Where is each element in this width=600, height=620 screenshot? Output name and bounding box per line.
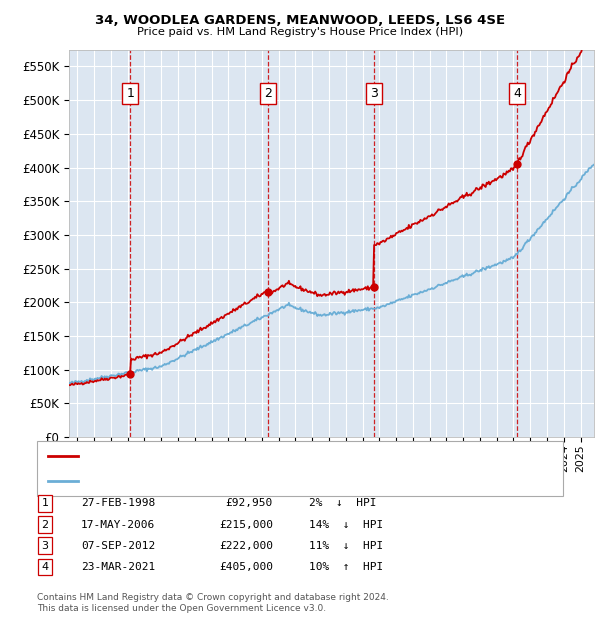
Text: 3: 3 bbox=[41, 541, 49, 551]
Text: 2: 2 bbox=[41, 520, 49, 529]
Text: 1: 1 bbox=[126, 87, 134, 100]
Text: £405,000: £405,000 bbox=[219, 562, 273, 572]
Text: 34, WOODLEA GARDENS, MEANWOOD, LEEDS, LS6 4SE (detached house): 34, WOODLEA GARDENS, MEANWOOD, LEEDS, LS… bbox=[84, 451, 467, 461]
Text: 2: 2 bbox=[265, 87, 272, 100]
Text: 4: 4 bbox=[41, 562, 49, 572]
Text: £222,000: £222,000 bbox=[219, 541, 273, 551]
Text: 14%  ↓  HPI: 14% ↓ HPI bbox=[309, 520, 383, 529]
Text: Contains HM Land Registry data © Crown copyright and database right 2024.
This d: Contains HM Land Registry data © Crown c… bbox=[37, 593, 389, 613]
Text: 4: 4 bbox=[514, 87, 521, 100]
Text: 17-MAY-2006: 17-MAY-2006 bbox=[81, 520, 155, 529]
Text: 3: 3 bbox=[370, 87, 378, 100]
Text: £92,950: £92,950 bbox=[226, 498, 273, 508]
Text: 2%  ↓  HPI: 2% ↓ HPI bbox=[309, 498, 377, 508]
Text: 07-SEP-2012: 07-SEP-2012 bbox=[81, 541, 155, 551]
Text: 34, WOODLEA GARDENS, MEANWOOD, LEEDS, LS6 4SE: 34, WOODLEA GARDENS, MEANWOOD, LEEDS, LS… bbox=[95, 14, 505, 27]
Text: 27-FEB-1998: 27-FEB-1998 bbox=[81, 498, 155, 508]
Text: HPI: Average price, detached house, Leeds: HPI: Average price, detached house, Leed… bbox=[84, 476, 307, 486]
Text: Price paid vs. HM Land Registry's House Price Index (HPI): Price paid vs. HM Land Registry's House … bbox=[137, 27, 463, 37]
Text: 23-MAR-2021: 23-MAR-2021 bbox=[81, 562, 155, 572]
Text: 10%  ↑  HPI: 10% ↑ HPI bbox=[309, 562, 383, 572]
Text: 11%  ↓  HPI: 11% ↓ HPI bbox=[309, 541, 383, 551]
Text: £215,000: £215,000 bbox=[219, 520, 273, 529]
Text: 1: 1 bbox=[41, 498, 49, 508]
